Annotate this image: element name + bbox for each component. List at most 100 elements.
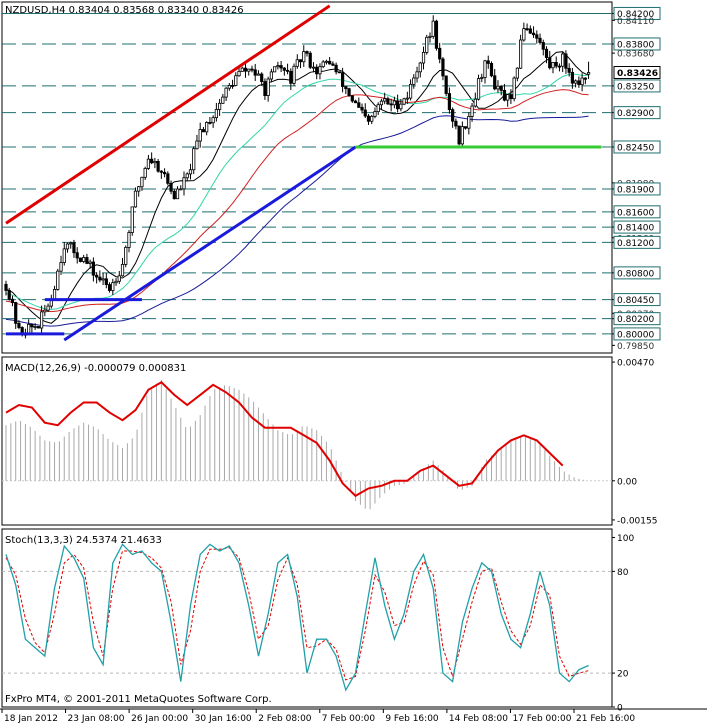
candle-body [263, 81, 267, 96]
candle-body [30, 323, 34, 328]
candle-body [308, 52, 312, 68]
candle-body [476, 78, 481, 100]
candle-body [470, 105, 474, 117]
candle-body [143, 168, 147, 178]
red-trendline [5, 4, 331, 225]
candle-body [506, 94, 510, 101]
price-level-label: 0.82900 [617, 109, 654, 119]
candle-body [43, 309, 47, 313]
candle-body [153, 161, 157, 164]
candle-body [574, 80, 578, 84]
candle-body [205, 122, 209, 133]
candle-body [428, 35, 432, 38]
candle-body [146, 158, 151, 169]
candle-body [399, 103, 403, 110]
candle-body [78, 257, 83, 262]
candle-body [247, 68, 251, 72]
price-level-box [613, 37, 661, 51]
candle-body [10, 298, 15, 303]
candle-body [386, 98, 390, 105]
candle-body [415, 71, 419, 79]
candle-body [383, 98, 387, 102]
moving-averages [5, 51, 589, 327]
stochastic-panel: 100 80 20 0 [2, 534, 634, 714]
price-level-box [613, 327, 661, 341]
candle-body [266, 78, 270, 96]
candle-body [528, 28, 532, 34]
candle-body [480, 77, 484, 79]
candle-body [169, 182, 173, 192]
candle-body [499, 85, 503, 91]
candle-body [522, 28, 526, 41]
current-price-label: 0.83426 [617, 69, 658, 79]
candle-body [159, 170, 163, 173]
candle-body [535, 34, 539, 39]
stochastic-tick-label: 100 [617, 534, 634, 544]
candle-body [502, 89, 507, 101]
candle-body [192, 148, 196, 171]
candle-body [331, 63, 335, 66]
stochastic-panel-frame [1, 528, 613, 708]
candle-body [224, 87, 228, 98]
candle-body [120, 263, 125, 277]
candle-body [570, 71, 574, 84]
candle-body [311, 66, 316, 69]
candle-body [269, 71, 273, 80]
candle-body [357, 102, 361, 108]
main-chart-title: NZDUSD,H4 0.83404 0.83568 0.83340 0.8342… [5, 5, 244, 16]
stochastic-main-line [5, 543, 589, 692]
candle-body [46, 305, 50, 311]
price-level-label: 0.84200 [617, 10, 654, 20]
candle-body [279, 65, 283, 69]
candle-body [156, 161, 160, 172]
candle-body [59, 262, 63, 272]
time-tick-label: 9 Feb 16:00 [385, 714, 439, 724]
stochastic-title: Stoch(13,3,3) 24.5374 21.4633 [5, 535, 162, 546]
candles [4, 15, 591, 339]
candle-body [321, 61, 325, 68]
candle-body [315, 66, 319, 75]
time-tick-label: 2 Feb 08:00 [258, 714, 312, 724]
candle-body [17, 322, 21, 328]
candle-body [408, 83, 413, 99]
candle-body [282, 67, 286, 71]
candle-body [509, 94, 513, 100]
candle-body [405, 97, 409, 100]
candle-body [344, 86, 348, 90]
candle-body [360, 106, 364, 111]
ma-black-line [5, 51, 589, 324]
candle-body [198, 129, 202, 142]
candle-body [444, 75, 448, 94]
candle-body [195, 140, 199, 150]
candle-body [172, 190, 176, 200]
price-level-label: 0.81400 [617, 224, 654, 234]
candle-body [483, 60, 487, 78]
candle-body [441, 58, 445, 77]
time-tick-label: 23 Jan 08:00 [68, 714, 125, 724]
candle-body [564, 53, 568, 69]
candle-body [124, 247, 128, 265]
candle-body [188, 169, 193, 175]
candle-body [7, 290, 11, 300]
price-level-box [613, 312, 661, 326]
time-tick-label: 17 Feb 00:00 [512, 714, 571, 724]
candle-body [33, 326, 37, 328]
time-axis: 18 Jan 2012 23 Jan 08:00 26 Jan 00:00 30 Ja… [1, 709, 635, 724]
candle-body [69, 242, 73, 245]
candle-body [454, 120, 458, 127]
candle-body [447, 93, 452, 110]
time-tick-label: 14 Feb 08:00 [449, 714, 508, 724]
candle-body [337, 71, 341, 74]
candle-body [402, 98, 406, 105]
candle-body [334, 64, 338, 73]
candle-body [52, 289, 57, 300]
candle-body [379, 100, 384, 106]
candle-body [561, 53, 565, 67]
candle-body [227, 85, 231, 89]
candle-body [214, 109, 218, 119]
candle-body [370, 115, 374, 122]
candle-body [137, 186, 141, 192]
candle-body [185, 173, 189, 179]
